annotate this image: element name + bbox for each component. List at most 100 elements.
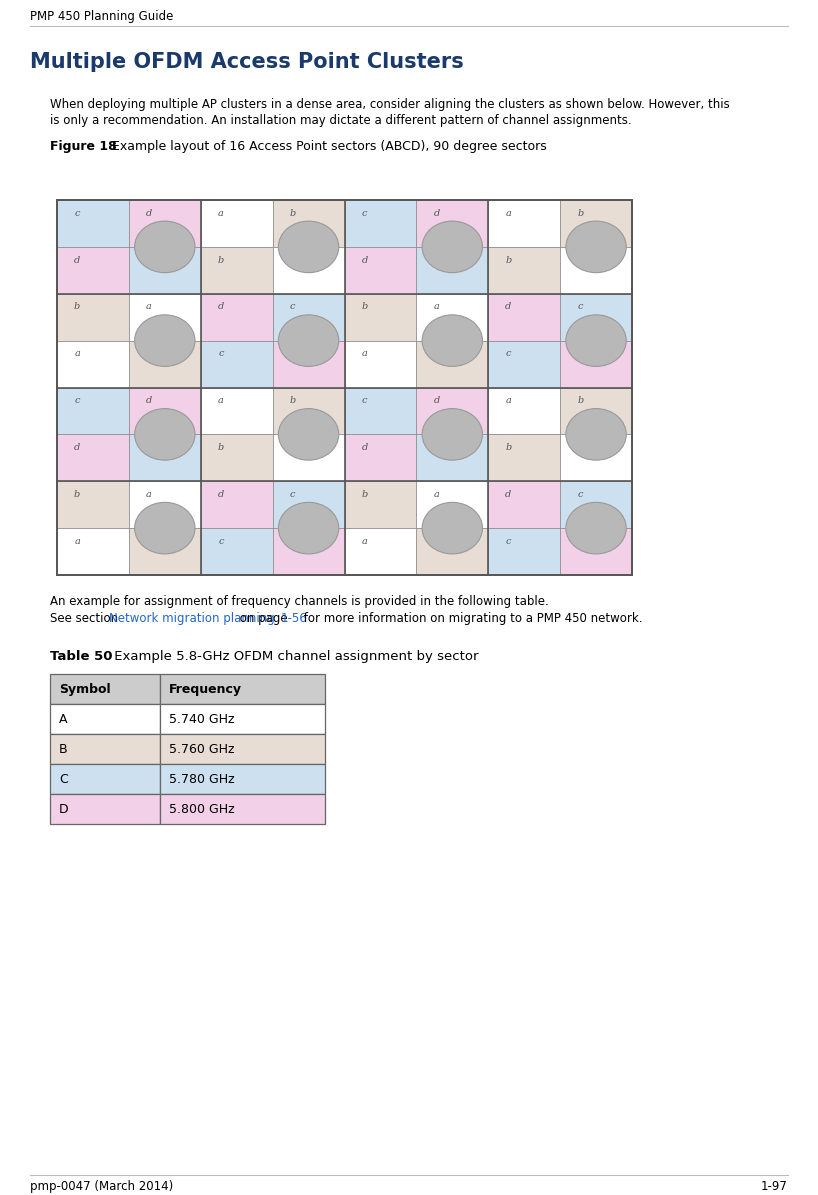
Text: is only a recommendation. An installation may dictate a different pattern of cha: is only a recommendation. An installatio… (50, 114, 631, 127)
Bar (129, 341, 200, 387)
Bar (416, 294, 488, 341)
Bar (57, 294, 129, 341)
Ellipse shape (278, 502, 339, 554)
Text: a: a (434, 490, 439, 498)
Text: B: B (59, 742, 68, 755)
Text: b: b (146, 349, 152, 358)
Bar (488, 294, 560, 341)
Bar (488, 482, 560, 528)
Text: d: d (578, 349, 583, 358)
Text: a: a (146, 490, 152, 498)
Text: a: a (506, 209, 511, 217)
Text: PMP 450 Planning Guide: PMP 450 Planning Guide (30, 10, 173, 23)
Text: b: b (578, 396, 583, 405)
Text: c: c (146, 443, 152, 452)
Bar (272, 294, 344, 341)
Bar (160, 764, 325, 793)
Bar (129, 247, 200, 294)
Text: d: d (506, 302, 511, 312)
Text: b: b (290, 209, 296, 217)
Text: See section: See section (50, 612, 122, 625)
Bar (416, 387, 488, 434)
Bar (57, 434, 129, 482)
Bar (344, 482, 416, 528)
Bar (272, 341, 344, 387)
Text: Example layout of 16 Access Point sectors (ABCD), 90 degree sectors: Example layout of 16 Access Point sector… (108, 140, 546, 153)
Text: 5.740 GHz: 5.740 GHz (169, 712, 235, 725)
Bar (272, 434, 344, 482)
Text: Example 5.8-GHz OFDM channel assignment by sector: Example 5.8-GHz OFDM channel assignment … (110, 650, 479, 663)
Text: b: b (506, 256, 511, 264)
Text: d: d (434, 209, 439, 217)
Ellipse shape (566, 314, 627, 367)
Ellipse shape (422, 314, 483, 367)
Bar (57, 482, 129, 528)
Bar (50, 674, 160, 704)
Bar (416, 341, 488, 387)
Bar (57, 247, 129, 294)
Text: b: b (362, 302, 368, 312)
Bar (129, 482, 200, 528)
Bar (344, 200, 416, 247)
Text: b: b (434, 349, 439, 358)
Bar (50, 704, 160, 734)
Ellipse shape (135, 409, 195, 460)
Bar (416, 482, 488, 528)
Bar (344, 387, 416, 434)
Bar (560, 341, 632, 387)
Text: c: c (434, 256, 439, 264)
Text: D: D (59, 803, 69, 815)
Bar (272, 482, 344, 528)
Bar (344, 294, 416, 341)
Bar (57, 387, 129, 434)
Text: 1-97: 1-97 (761, 1179, 788, 1193)
Text: d: d (218, 490, 224, 498)
Bar (416, 434, 488, 482)
Text: 5.760 GHz: 5.760 GHz (169, 742, 235, 755)
Text: a: a (74, 349, 80, 358)
Text: d: d (290, 537, 296, 546)
Text: a: a (290, 256, 295, 264)
Text: a: a (578, 443, 583, 452)
Bar (57, 200, 129, 247)
Text: d: d (362, 256, 368, 264)
Text: d: d (74, 443, 80, 452)
Bar (50, 734, 160, 764)
Text: d: d (146, 396, 152, 405)
Text: C: C (59, 772, 68, 785)
Bar (272, 387, 344, 434)
Text: c: c (290, 490, 295, 498)
Bar (344, 341, 416, 387)
Text: c: c (74, 396, 80, 405)
Text: When deploying multiple AP clusters in a dense area, consider aligning the clust: When deploying multiple AP clusters in a… (50, 98, 730, 111)
Bar (488, 434, 560, 482)
Ellipse shape (278, 221, 339, 272)
Text: for more information on migrating to a PMP 450 network.: for more information on migrating to a P… (300, 612, 642, 625)
Bar (560, 434, 632, 482)
Text: d: d (290, 349, 296, 358)
Ellipse shape (278, 409, 339, 460)
Bar (560, 387, 632, 434)
Text: An example for assignment of frequency channels is provided in the following tab: An example for assignment of frequency c… (50, 595, 549, 608)
Text: c: c (434, 443, 439, 452)
Bar (488, 200, 560, 247)
Ellipse shape (135, 221, 195, 272)
Bar (272, 247, 344, 294)
Text: a: a (218, 209, 224, 217)
Bar (344, 528, 416, 575)
Bar (129, 387, 200, 434)
Text: c: c (506, 537, 511, 546)
Bar (160, 793, 325, 825)
Bar (129, 294, 200, 341)
Bar (200, 528, 272, 575)
Text: b: b (506, 443, 511, 452)
Text: b: b (218, 443, 224, 452)
Text: d: d (218, 302, 224, 312)
Text: Symbol: Symbol (59, 682, 110, 695)
Ellipse shape (422, 502, 483, 554)
Bar (160, 674, 325, 704)
Bar (200, 387, 272, 434)
Text: c: c (578, 302, 583, 312)
Text: b: b (434, 537, 439, 546)
Bar (57, 341, 129, 387)
